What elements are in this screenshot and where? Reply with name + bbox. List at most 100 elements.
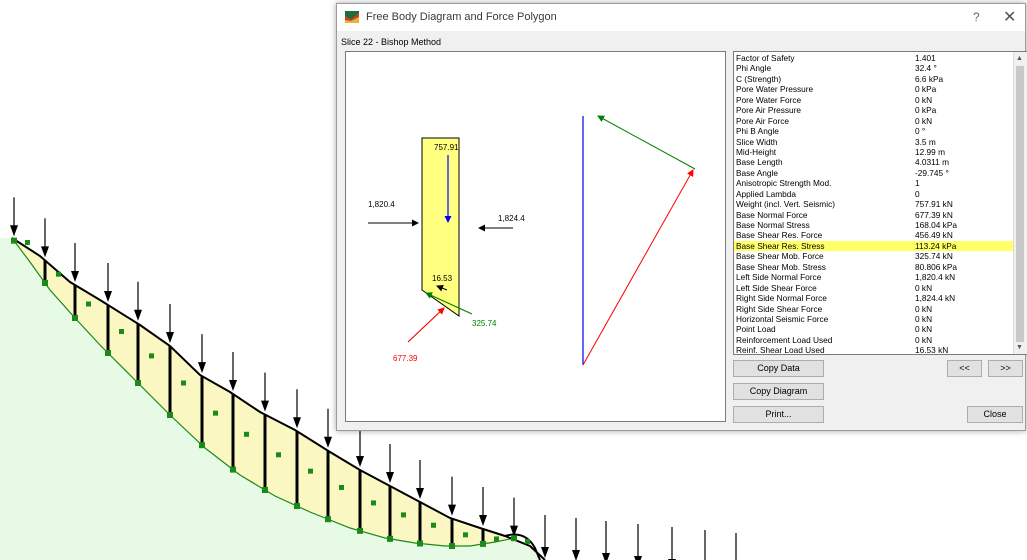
slip-marker (11, 237, 17, 244)
property-row[interactable]: Base Shear Mob. Force 325.74 kN (734, 251, 1015, 261)
scroll-up-icon[interactable]: ▲ (1016, 55, 1023, 62)
property-row[interactable]: Pore Water Pressure 0 kPa (734, 84, 1015, 94)
property-row[interactable]: Phi Angle 32.4 ° (734, 63, 1015, 73)
property-row[interactable]: Left Side Normal Force 1,820.4 kN (734, 272, 1015, 282)
dialog-title: Free Body Diagram and Force Polygon (366, 11, 557, 23)
interslice-marker (463, 532, 468, 538)
property-name: Right Side Shear Force (736, 303, 823, 314)
help-button[interactable]: ? (973, 10, 980, 24)
property-value: 3.5 m (915, 136, 936, 147)
polygon-normal-line (582, 169, 694, 366)
property-row[interactable]: Factor of Safety 1.401 (734, 53, 1015, 63)
load-arrow-head (416, 488, 424, 499)
property-name: Reinforcement Load Used (736, 334, 833, 345)
property-name: Point Load (736, 324, 776, 335)
property-name: Right Side Normal Force (736, 293, 827, 304)
property-name: Base Normal Stress (736, 220, 810, 230)
interslice-marker (339, 484, 344, 490)
previous-slice-button[interactable]: << (947, 360, 982, 377)
slip-marker (511, 535, 517, 542)
properties-list[interactable]: Factor of Safety 1.401 Phi Angle 32.4 ° C (S… (733, 51, 1027, 355)
base-shear-mob-label: 325.74 (472, 319, 497, 328)
property-row[interactable]: Left Side Shear Force 0 kN (734, 283, 1015, 293)
property-row[interactable]: Horizontal Seismic Force 0 kN (734, 314, 1015, 324)
property-row[interactable]: Pore Air Force 0 kN (734, 116, 1015, 126)
slip-marker (325, 516, 331, 523)
property-row[interactable]: Base Normal Stress 168.04 kPa (734, 220, 1015, 230)
load-arrow-head (356, 456, 364, 467)
next-slice-button[interactable]: >> (988, 360, 1023, 377)
property-name: Pore Air Force (736, 115, 790, 126)
slip-marker (72, 315, 78, 321)
interslice-marker (86, 301, 91, 307)
property-row[interactable]: Phi B Angle 0 ° (734, 126, 1015, 136)
property-value: 0 kN (915, 115, 933, 126)
property-name: Base Angle (736, 167, 778, 178)
load-arrow-head (41, 246, 49, 258)
slip-marker (387, 535, 393, 542)
property-row[interactable]: Pore Water Force 0 kN (734, 95, 1015, 105)
property-row[interactable]: Pore Air Pressure 0 kPa (734, 105, 1015, 115)
property-value: 0 (915, 188, 920, 199)
property-value: 0 ° (915, 126, 926, 137)
close-button[interactable]: Close (967, 406, 1023, 423)
property-name: Mid-Height (736, 146, 777, 157)
property-row[interactable]: Reinf. Shear Load Used 16.53 kN (734, 345, 1015, 354)
property-row[interactable]: Point Load 0 kN (734, 324, 1015, 334)
property-row[interactable]: Anisotropic Strength Mod. 1 (734, 178, 1015, 188)
scroll-down-icon[interactable]: ▼ (1016, 344, 1023, 351)
load-arrow-head (510, 525, 518, 537)
reinforcement-shear-arrow (436, 284, 448, 292)
property-value: 168.04 kPa (915, 220, 957, 230)
copy-diagram-button[interactable]: Copy Diagram (733, 383, 824, 400)
slip-marker (199, 442, 205, 449)
scroll-thumb[interactable] (1016, 66, 1024, 342)
property-name: Base Length (736, 157, 783, 168)
close-icon[interactable]: ✕ (1003, 9, 1017, 26)
property-value: 0 kPa (915, 84, 937, 95)
base-normal-arrow (407, 307, 445, 343)
property-row[interactable]: Slice Width 3.5 m (734, 137, 1015, 147)
property-value: 0 kPa (915, 105, 937, 116)
property-row[interactable]: Base Normal Force 677.39 kN (734, 210, 1015, 220)
interslice-marker (25, 239, 30, 245)
base-normal-label: 677.39 (393, 354, 418, 363)
right-side-force-label: 1,824.4 (498, 214, 525, 223)
load-arrow-head (134, 309, 142, 321)
free-body-dialog: Free Body Diagram and Force Polygon ? ✕ … (336, 3, 1027, 431)
property-row[interactable]: Mid-Height 12.99 m (734, 147, 1015, 157)
property-value: 757.91 kN (915, 199, 953, 210)
load-arrow-head (479, 514, 487, 526)
title-bar: Free Body Diagram and Force Polygon ? ✕ (337, 4, 1025, 31)
property-name: Pore Air Pressure (736, 105, 802, 116)
property-row[interactable]: Base Shear Mob. Stress 80.806 kPa (734, 262, 1015, 272)
base-shear-mob-arrow (425, 292, 473, 315)
print-button[interactable]: Print... (733, 406, 824, 423)
property-row[interactable]: Right Side Normal Force 1,824.4 kN (734, 293, 1015, 303)
interslice-marker (181, 380, 186, 386)
interslice-marker (525, 538, 530, 544)
slip-marker (480, 540, 486, 547)
property-row[interactable]: Applied Lambda 0 (734, 189, 1015, 199)
ground-surface-line (11, 237, 546, 560)
property-row[interactable]: C (Strength) 6.6 kPa (734, 74, 1015, 84)
property-name: Left Side Shear Force (736, 282, 817, 293)
property-row[interactable]: Right Side Shear Force 0 kN (734, 304, 1015, 314)
property-name: Anisotropic Strength Mod. (736, 178, 832, 189)
property-row[interactable]: Weight (incl. Vert. Seismic) 757.91 kN (734, 199, 1015, 209)
properties-scrollbar[interactable]: ▲ ▼ (1013, 52, 1027, 354)
load-arrow-head (448, 504, 456, 516)
load-arrow-head (324, 436, 332, 448)
property-row[interactable]: Base Shear Res. Force 456.49 kN (734, 230, 1015, 240)
interslice-marker (308, 468, 313, 474)
load-arrow-head (229, 380, 237, 391)
property-row[interactable]: Base Angle -29.745 ° (734, 168, 1015, 178)
property-name: Left Side Normal Force (736, 272, 822, 283)
property-value: -29.745 ° (915, 167, 949, 178)
property-row[interactable]: Base Length 4.0311 m (734, 157, 1015, 167)
copy-data-button[interactable]: Copy Data (733, 360, 824, 377)
property-value: 0 kN (915, 282, 933, 293)
property-row[interactable]: Base Shear Res. Stress 113.24 kPa (734, 240, 1015, 252)
property-row[interactable]: Reinforcement Load Used 0 kN (734, 335, 1015, 345)
